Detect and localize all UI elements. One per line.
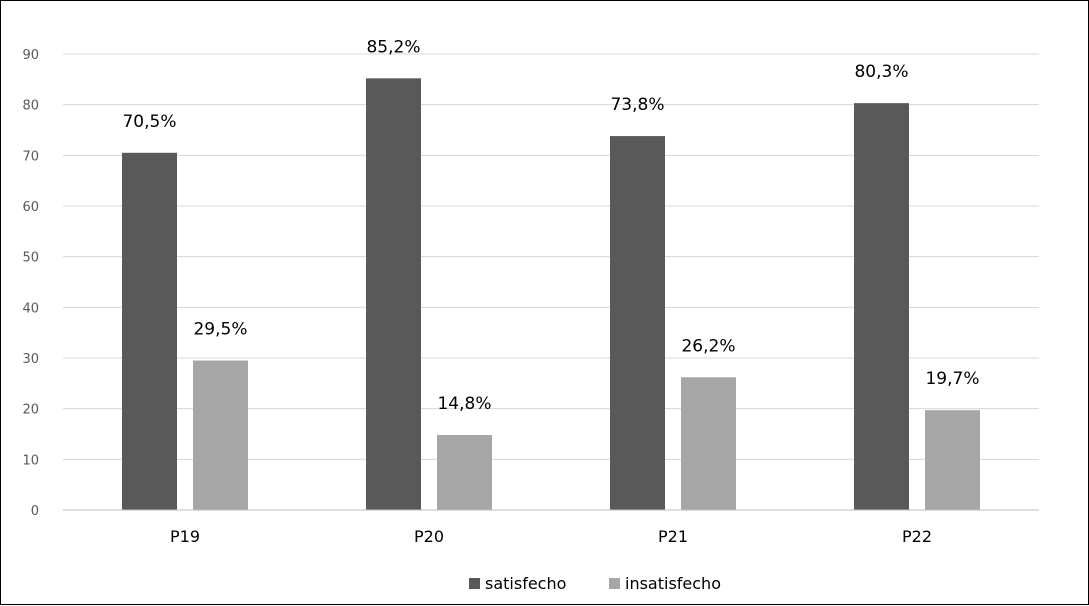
legend-label-satisfecho: satisfecho xyxy=(485,574,566,593)
data-label-insatisfecho-p19: 29,5% xyxy=(193,320,247,340)
y-tick-label: 0 xyxy=(31,504,39,519)
y-tick-label: 50 xyxy=(22,251,39,266)
category-labels: P19 P20 P21 P22 xyxy=(170,527,932,546)
data-label-satisfecho-p21: 73,8% xyxy=(610,95,664,115)
bar-satisfecho-p22 xyxy=(854,103,909,510)
category-label-p20: P20 xyxy=(414,527,444,546)
bar-satisfecho-p21 xyxy=(610,136,665,510)
y-tick-label: 60 xyxy=(22,200,39,215)
legend-label-insatisfecho: insatisfecho xyxy=(625,574,721,593)
bar-insatisfecho-p20 xyxy=(437,435,492,510)
category-label-p21: P21 xyxy=(658,527,688,546)
data-label-satisfecho-p22: 80,3% xyxy=(854,62,908,82)
category-label-p22: P22 xyxy=(902,527,932,546)
y-tick-label: 40 xyxy=(22,301,39,316)
bar-insatisfecho-p21 xyxy=(681,377,736,510)
data-label-insatisfecho-p20: 14,8% xyxy=(437,394,491,414)
data-label-satisfecho-p19: 70,5% xyxy=(122,112,176,132)
legend: satisfecho insatisfecho xyxy=(469,574,721,593)
y-tick-label: 10 xyxy=(22,453,39,468)
data-labels: 70,5% 29,5% 85,2% 14,8% 73,8% 26,2% 80,3% 19,7% xyxy=(122,37,979,414)
bars xyxy=(122,78,980,511)
y-tick-label: 80 xyxy=(22,99,39,114)
y-tick-label: 30 xyxy=(22,352,39,367)
y-tick-label: 90 xyxy=(22,48,39,63)
bar-insatisfecho-p22 xyxy=(925,410,980,510)
y-axis-ticks: 0 10 20 30 40 50 60 70 80 90 xyxy=(22,48,39,519)
legend-swatch-insatisfecho xyxy=(609,578,620,589)
y-tick-label: 70 xyxy=(22,149,39,164)
y-tick-label: 20 xyxy=(22,403,39,418)
data-label-insatisfecho-p21: 26,2% xyxy=(681,336,735,356)
data-label-insatisfecho-p22: 19,7% xyxy=(925,369,979,389)
legend-swatch-satisfecho xyxy=(469,578,480,589)
data-label-satisfecho-p20: 85,2% xyxy=(366,37,420,57)
category-label-p19: P19 xyxy=(170,527,200,546)
bar-insatisfecho-p19 xyxy=(193,360,248,510)
bar-satisfecho-p20 xyxy=(366,78,421,510)
bar-satisfecho-p19 xyxy=(122,152,177,511)
